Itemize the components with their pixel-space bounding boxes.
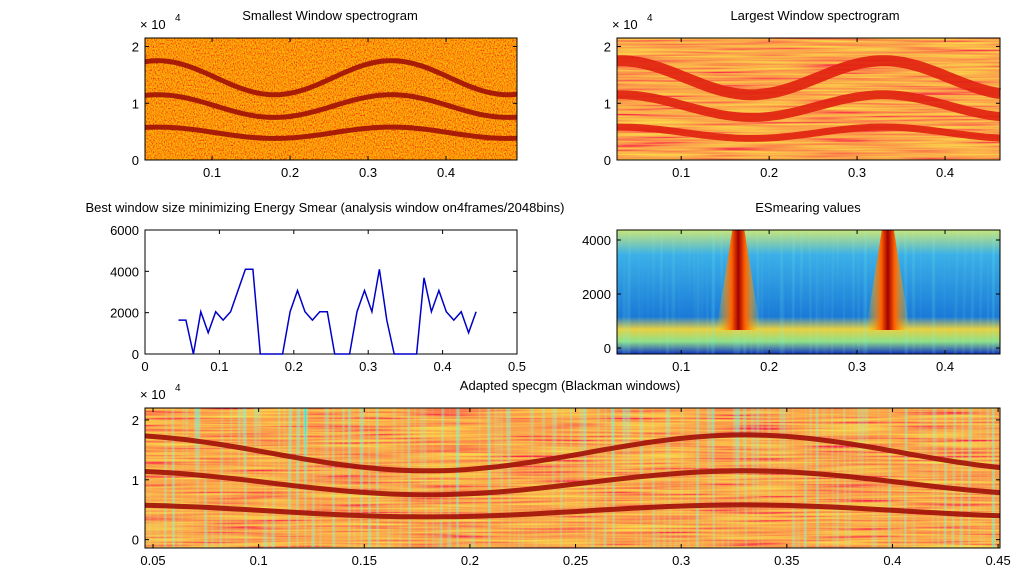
heatmap-band	[617, 123, 1001, 142]
y-tick-label: 1	[132, 96, 139, 111]
y-tick-label: 2	[604, 40, 611, 55]
chart-title: Smallest Window spectrogram	[242, 8, 418, 23]
heatmap-cone	[865, 230, 910, 330]
y-exponent-power: 4	[647, 13, 653, 24]
x-tick-label: 0.3	[848, 359, 866, 374]
y-exponent-base: × 10	[140, 17, 166, 32]
heatmap-band	[144, 502, 1001, 520]
heatmap-image	[617, 230, 1000, 354]
heatmap-band	[144, 124, 518, 141]
x-tick-label: 0.4	[883, 553, 901, 568]
axes-frame	[144, 407, 1001, 549]
x-tick-label: 0.1	[250, 553, 268, 568]
heatmap-texture	[617, 230, 1000, 354]
x-tick-label: 0.25	[563, 553, 588, 568]
y-exponent-base: × 10	[140, 387, 166, 402]
y-tick-label: 0	[604, 341, 611, 356]
heatmap-image	[144, 408, 1001, 548]
chart-title: Adapted specgm (Blackman windows)	[460, 378, 680, 393]
x-tick-label: 0.2	[285, 359, 303, 374]
y-tick-label: 0	[132, 533, 139, 548]
x-tick-label: 0.2	[461, 553, 479, 568]
y-tick-label: 2	[132, 413, 139, 428]
y-tick-label: 0	[132, 153, 139, 168]
y-tick-label: 1	[132, 473, 139, 488]
x-tick-label: 0.3	[672, 553, 690, 568]
heatmap-band	[144, 432, 1001, 474]
heatmap-band	[144, 92, 518, 120]
heatmap-band	[144, 58, 518, 98]
x-tick-label: 0.2	[760, 165, 778, 180]
y-tick-label: 2000	[110, 306, 139, 321]
x-tick-label: 0.4	[936, 359, 954, 374]
axes-frame	[616, 229, 1001, 355]
x-tick-label: 0.2	[281, 165, 299, 180]
y-tick-label: 0	[132, 347, 139, 362]
x-tick-label: 0.3	[359, 359, 377, 374]
heatmap-texture	[145, 38, 517, 160]
heatmap-band	[617, 90, 1001, 122]
x-tick-label: 0.15	[352, 553, 377, 568]
y-tick-label: 6000	[110, 223, 139, 238]
chart-title: Best window size minimizing Energy Smear…	[85, 200, 564, 215]
x-tick-label: 0.4	[437, 165, 455, 180]
y-exponent-power: 4	[175, 383, 181, 394]
axes-frame	[144, 229, 518, 355]
x-tick-label: 0.35	[774, 553, 799, 568]
x-tick-label: 0.1	[203, 165, 221, 180]
chart-title: Largest Window spectrogram	[730, 8, 899, 23]
x-tick-label: 0.1	[210, 359, 228, 374]
data-line	[178, 268, 477, 355]
y-tick-label: 2	[132, 40, 139, 55]
heatmap-band	[617, 55, 1001, 101]
heatmap-band	[144, 468, 1001, 498]
y-exponent-power: 4	[175, 13, 181, 24]
x-tick-label: 0.4	[936, 165, 954, 180]
y-exponent-base: × 10	[612, 17, 638, 32]
y-tick-label: 4000	[110, 264, 139, 279]
x-tick-label: 0.1	[672, 165, 690, 180]
x-tick-label: 0.45	[985, 553, 1010, 568]
x-tick-label: 0.4	[434, 359, 452, 374]
heatmap-image	[617, 38, 1001, 160]
y-tick-label: 1	[604, 96, 611, 111]
y-tick-label: 0	[604, 153, 611, 168]
heatmap-image	[144, 38, 518, 160]
axes-frame	[144, 37, 518, 161]
x-tick-label: 0	[141, 359, 148, 374]
x-tick-label: 0.1	[672, 359, 690, 374]
x-tick-label: 0.5	[508, 359, 526, 374]
chart-title: ESmearing values	[755, 200, 861, 215]
x-tick-label: 0.3	[848, 165, 866, 180]
y-tick-label: 4000	[582, 233, 611, 248]
x-tick-label: 0.2	[760, 359, 778, 374]
y-tick-label: 2000	[582, 287, 611, 302]
x-tick-label: 0.3	[359, 165, 377, 180]
heatmap-cone	[716, 230, 761, 330]
x-tick-label: 0.05	[140, 553, 165, 568]
axes-frame	[616, 37, 1001, 161]
